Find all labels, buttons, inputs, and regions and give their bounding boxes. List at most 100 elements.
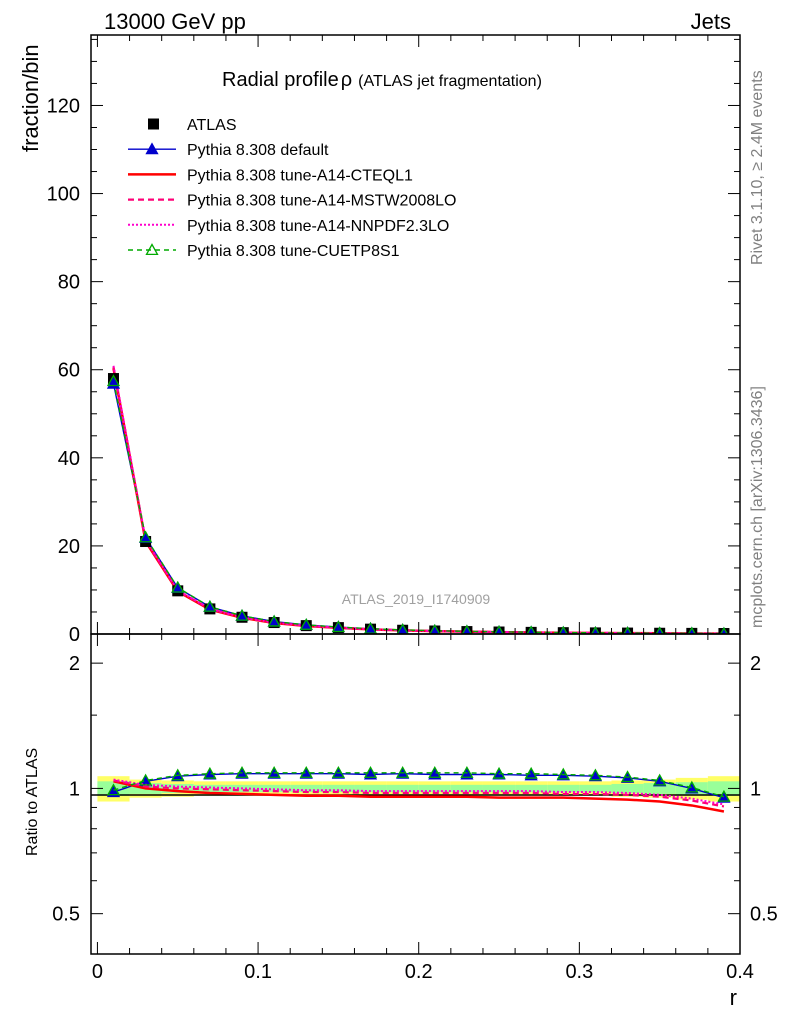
ratio-series-marker	[267, 765, 281, 778]
ratio-series-line	[113, 772, 725, 798]
analysis-watermark: ATLAS_2019_I1740909	[342, 591, 491, 607]
ratio-series-marker	[685, 780, 699, 793]
ratio-tick-label-right: 0.5	[750, 904, 778, 926]
legend: ATLAS Pythia 8.308 default Pythia 8.308 tu…	[128, 117, 456, 260]
ratio-series-marker	[556, 767, 570, 780]
series-marker	[461, 624, 473, 634]
plot-title-main: Radial profile	[222, 69, 339, 91]
legend-entry-label: ATLAS	[187, 117, 237, 134]
band-green	[707, 781, 740, 796]
x-tick-label: 0.4	[726, 961, 754, 983]
x-tick-label: 0.3	[565, 961, 593, 983]
series-marker	[171, 580, 185, 593]
series-marker	[139, 530, 153, 543]
band-green	[450, 784, 483, 793]
band-green	[611, 783, 644, 793]
ratio-plot-series	[106, 765, 731, 813]
band-green	[322, 784, 355, 793]
series-marker	[331, 620, 345, 633]
ratio-series-marker	[492, 766, 506, 779]
band-green	[418, 784, 451, 793]
series-marker	[558, 625, 568, 634]
ratio-series-marker	[653, 773, 667, 786]
ratio-series-marker	[363, 765, 378, 778]
series-marker	[106, 374, 121, 387]
series-marker	[429, 623, 441, 634]
y-tick-label: 120	[47, 95, 80, 117]
series-marker	[235, 608, 249, 621]
header-left: 13000 GeV pp	[104, 9, 246, 34]
y-axis-label: fraction/bin	[18, 44, 43, 152]
ratio-series-marker	[396, 765, 410, 778]
y-tick-label: 0	[69, 624, 80, 646]
ratio-series-marker	[588, 768, 603, 781]
series-marker	[526, 625, 536, 634]
ratio-series-marker	[717, 789, 731, 802]
series-marker	[494, 625, 505, 634]
axis-ticks: 0 0.1 0.2 0.3 0.4 0 20 40 60 80 100 120 0.5 0.5 1 1 2 2	[47, 35, 778, 983]
series-marker	[203, 599, 217, 612]
ratio-tick-label-right: 1	[750, 778, 761, 800]
ratio-series-marker	[460, 765, 474, 778]
band-green	[643, 783, 676, 794]
ratio-tick-label-left: 1	[69, 778, 80, 800]
ratio-series-marker	[428, 765, 442, 778]
plot-title-symbol: ρ	[341, 69, 352, 91]
ratio-series-marker	[460, 767, 474, 780]
legend-marker-atlas	[148, 118, 159, 130]
y-tick-label: 100	[47, 184, 80, 206]
legend-entry-label: Pythia 8.308 tune-CUETP8S1	[187, 243, 400, 260]
legend-entry-label: Pythia 8.308 tune-A14-NNPDF2.3LO	[187, 218, 449, 235]
ratio-series-marker	[299, 765, 313, 778]
ratio-series-line	[113, 772, 725, 799]
band-green	[482, 784, 516, 793]
x-tick-label: 0	[92, 961, 103, 983]
series-marker	[687, 626, 696, 634]
ratio-series-marker	[428, 767, 442, 780]
ratio-tick-label-left: 2	[69, 653, 80, 675]
ratio-series-marker	[620, 770, 635, 783]
series-marker	[719, 626, 728, 634]
ratio-series-marker	[235, 765, 249, 778]
series-marker	[590, 625, 600, 634]
series-marker	[396, 623, 409, 634]
mcplots-label: mcplots.cern.ch [arXiv:1306.3436]	[749, 386, 766, 628]
series-marker	[655, 626, 664, 634]
band-green	[579, 784, 612, 793]
y-tick-label: 60	[58, 360, 80, 382]
ratio-series-marker	[524, 768, 538, 781]
ratio-series-marker	[171, 768, 185, 781]
ratio-series-marker	[139, 773, 153, 786]
band-green	[386, 784, 419, 793]
series-marker	[623, 626, 632, 634]
header-right: Jets	[691, 9, 731, 34]
legend-entry-label: Pythia 8.308 default	[187, 142, 329, 159]
ratio-series-line	[113, 780, 725, 813]
ratio-tick-label-right: 2	[750, 653, 761, 675]
series-marker	[267, 614, 281, 627]
ratio-series-marker	[524, 766, 538, 779]
band-green	[515, 784, 548, 793]
x-tick-label: 0.1	[244, 961, 272, 983]
band-green	[547, 784, 580, 793]
ratio-series-marker	[331, 765, 345, 778]
legend-entry-label: Pythia 8.308 tune-A14-CTEQL1	[187, 167, 413, 184]
y-tick-label: 40	[58, 448, 80, 470]
ratio-series-marker	[203, 766, 217, 779]
x-tick-label: 0.2	[405, 961, 433, 983]
band-green	[354, 784, 387, 793]
ratio-series-marker	[363, 767, 378, 780]
legend-marker	[145, 142, 159, 155]
ratio-series-marker	[106, 783, 121, 796]
y-tick-label: 20	[58, 536, 80, 558]
band-green	[290, 784, 323, 793]
x-axis-label: r	[730, 985, 737, 1010]
ratio-series-line	[113, 779, 725, 808]
ratio-plot-frame	[90, 633, 741, 955]
y-tick-label: 80	[58, 272, 80, 294]
series-marker	[363, 621, 378, 634]
ratio-series-line	[113, 778, 725, 806]
plot-title: Radial profile ρ (ATLAS jet fragmentation)	[222, 69, 542, 91]
rivet-label: Rivet 3.1.10, ≥ 2.4M events	[749, 70, 766, 265]
